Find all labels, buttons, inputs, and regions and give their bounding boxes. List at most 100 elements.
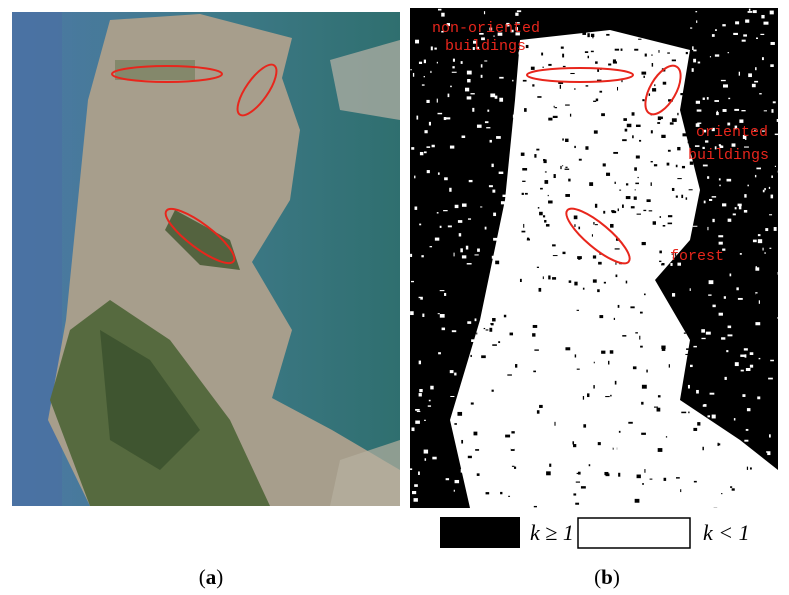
- speck: [717, 443, 720, 445]
- speck: [697, 422, 700, 425]
- speck: [534, 154, 536, 158]
- speck: [466, 246, 468, 250]
- speck: [546, 297, 551, 300]
- speck: [532, 365, 537, 368]
- speck: [774, 227, 777, 231]
- speck: [634, 49, 638, 51]
- speck: [744, 348, 748, 350]
- speck: [429, 400, 431, 402]
- speck: [724, 296, 726, 299]
- speck: [593, 222, 594, 225]
- speck: [693, 59, 696, 63]
- speck: [510, 333, 513, 336]
- speck: [642, 242, 646, 245]
- speck: [723, 109, 727, 112]
- speck: [707, 97, 709, 100]
- speck: [548, 195, 549, 196]
- speck: [432, 457, 436, 460]
- satellite-image: [12, 12, 400, 506]
- speck: [491, 164, 493, 167]
- speck: [546, 224, 550, 227]
- speck: [538, 354, 543, 355]
- speck: [576, 462, 580, 465]
- speck: [732, 488, 735, 490]
- speck: [658, 395, 661, 397]
- speck: [500, 492, 502, 494]
- speck: [697, 109, 702, 111]
- speck: [639, 140, 641, 142]
- speck: [696, 20, 697, 22]
- speck: [728, 326, 732, 329]
- speck: [741, 110, 745, 111]
- speck: [476, 333, 477, 335]
- speck: [738, 298, 743, 300]
- speck: [708, 294, 711, 295]
- speck: [438, 9, 441, 11]
- speck: [450, 146, 454, 149]
- speck: [578, 472, 581, 475]
- speck: [537, 96, 541, 98]
- speck: [755, 370, 756, 374]
- speck: [663, 225, 666, 227]
- speck: [703, 98, 705, 100]
- speck: [496, 381, 499, 384]
- speck: [565, 167, 567, 168]
- speck: [446, 276, 449, 280]
- speck: [465, 88, 469, 92]
- speck: [561, 366, 566, 370]
- speck: [415, 421, 420, 424]
- speck: [462, 434, 464, 436]
- speck: [425, 342, 430, 344]
- speck: [682, 133, 687, 136]
- speck: [457, 287, 460, 288]
- speck: [575, 354, 576, 357]
- speck: [631, 206, 635, 208]
- speck: [414, 484, 418, 487]
- speck: [656, 379, 660, 381]
- speck: [677, 113, 678, 115]
- speck: [644, 469, 645, 473]
- speck: [410, 254, 412, 257]
- speck: [471, 402, 474, 404]
- speck: [508, 189, 511, 191]
- speck: [763, 22, 768, 25]
- speck: [739, 119, 743, 122]
- speck: [454, 423, 457, 425]
- speck: [762, 57, 764, 60]
- speck: [581, 500, 584, 503]
- speck: [574, 282, 577, 286]
- speck: [764, 110, 767, 111]
- speck: [499, 77, 503, 79]
- speck: [419, 361, 421, 365]
- speck: [723, 308, 728, 309]
- speck: [480, 206, 482, 207]
- speck: [660, 117, 663, 119]
- speck: [615, 381, 617, 385]
- speck: [635, 499, 640, 503]
- speck: [705, 339, 708, 341]
- speck: [410, 337, 411, 338]
- speck: [533, 325, 537, 328]
- speck: [548, 362, 552, 363]
- speck: [565, 139, 568, 142]
- speck: [430, 246, 433, 247]
- speck: [619, 190, 621, 191]
- speck: [586, 446, 588, 447]
- speck: [690, 365, 693, 367]
- speck: [548, 275, 550, 279]
- speck: [614, 340, 618, 342]
- speck: [538, 492, 542, 494]
- speck: [691, 468, 693, 470]
- speck: [522, 181, 525, 182]
- speck: [728, 334, 733, 336]
- speck: [605, 396, 609, 397]
- speck: [721, 80, 726, 81]
- speck: [433, 333, 437, 336]
- speck: [641, 14, 645, 16]
- speck: [438, 352, 441, 354]
- speck: [554, 355, 556, 358]
- speck: [720, 318, 721, 321]
- speck: [470, 490, 473, 491]
- speck: [444, 177, 448, 180]
- speck: [680, 93, 685, 95]
